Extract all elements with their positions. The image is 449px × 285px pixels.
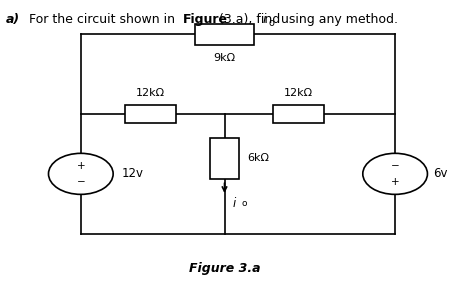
Text: −: − <box>76 177 85 187</box>
Text: Figure: Figure <box>183 13 228 26</box>
Text: For the circuit shown in: For the circuit shown in <box>29 13 179 26</box>
Text: −: − <box>391 161 400 171</box>
Text: i: i <box>262 13 266 26</box>
Circle shape <box>363 153 427 194</box>
Text: a): a) <box>5 13 19 26</box>
Bar <box>195 23 254 45</box>
Bar <box>125 105 176 123</box>
Text: 12v: 12v <box>121 167 143 180</box>
Text: 6kΩ: 6kΩ <box>247 153 269 163</box>
Text: o: o <box>241 199 247 208</box>
Text: 12kΩ: 12kΩ <box>284 87 313 97</box>
Circle shape <box>48 153 113 194</box>
Text: Figure 3.a: Figure 3.a <box>189 262 260 275</box>
Bar <box>273 105 324 123</box>
Text: +: + <box>391 177 400 187</box>
Text: 12kΩ: 12kΩ <box>136 87 165 97</box>
Text: (3.a), find: (3.a), find <box>215 13 284 26</box>
Bar <box>210 138 239 179</box>
Text: o: o <box>269 18 274 28</box>
Text: +: + <box>76 161 85 171</box>
Text: 6v: 6v <box>433 167 447 180</box>
Text: 9kΩ: 9kΩ <box>213 54 236 64</box>
Text: using any method.: using any method. <box>277 13 397 26</box>
Text: i: i <box>233 197 236 210</box>
